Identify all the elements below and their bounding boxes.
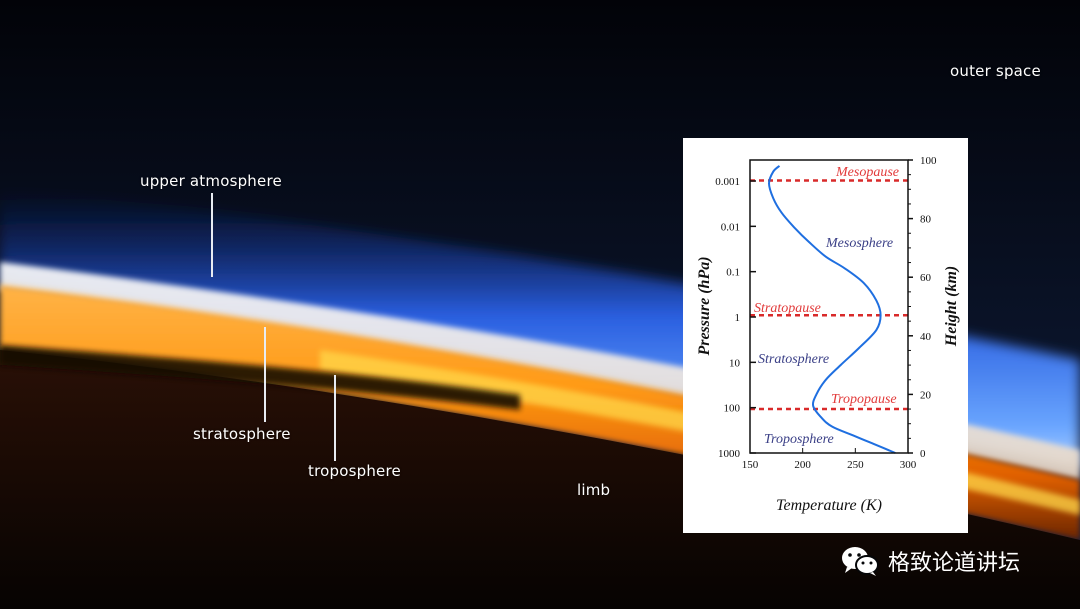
pressure-tick-label: 1000 xyxy=(718,448,741,460)
pause-label-stratopause: Stratopause xyxy=(754,301,821,316)
pressure-tick-label: 100 xyxy=(724,403,741,415)
troposphere-leader xyxy=(334,375,336,461)
pause-lines xyxy=(750,179,908,411)
layer-label-troposphere: Troposphere xyxy=(764,432,834,447)
upper-atmosphere-label: upper atmosphere xyxy=(140,172,282,190)
pause-label-mesopause: Mesopause xyxy=(835,165,899,180)
height-tick-label: 100 xyxy=(920,155,937,167)
pressure-tick-label: 0.01 xyxy=(721,221,740,233)
right-axis-title: Height (km) xyxy=(943,266,960,347)
temperature-profile-chart: 150 200 250 300 0.001 0.01 0.1 1 10 100 1000 0 20 4… xyxy=(683,138,968,533)
pressure-ticks: 0.001 0.01 0.1 1 10 100 1000 xyxy=(715,176,756,460)
watermark-text: 格致论道讲坛 xyxy=(888,551,1021,576)
x-ticks: 150 200 250 300 xyxy=(742,448,917,471)
pressure-tick-label: 0.1 xyxy=(726,267,740,279)
height-tick-label: 80 xyxy=(920,214,932,226)
outer-space-label: outer space xyxy=(950,62,1041,80)
wechat-icon xyxy=(842,547,879,576)
temperature-profile-line xyxy=(767,165,896,454)
troposphere-label: troposphere xyxy=(308,462,401,480)
pressure-tick-label: 1 xyxy=(735,312,741,324)
pressure-tick-label: 10 xyxy=(729,357,741,369)
x-tick-label: 300 xyxy=(900,459,917,471)
x-tick-label: 150 xyxy=(742,459,759,471)
upper-atmosphere-leader xyxy=(211,193,213,277)
layer-label-mesosphere: Mesosphere xyxy=(825,236,893,251)
pause-label-tropopause: Tropopause xyxy=(831,392,897,407)
x-tick-label: 250 xyxy=(847,459,864,471)
stratosphere-label: stratosphere xyxy=(193,425,291,443)
left-axis-title: Pressure (hPa) xyxy=(696,256,713,356)
limb-label: limb xyxy=(577,481,611,499)
height-tick-label: 60 xyxy=(920,272,932,284)
profile-group xyxy=(767,165,896,454)
height-tick-label: 0 xyxy=(920,448,926,460)
layer-label-stratosphere: Stratosphere xyxy=(758,352,829,367)
stratosphere-leader xyxy=(264,327,266,422)
height-tick-label: 20 xyxy=(920,389,932,401)
pressure-tick-label: 0.001 xyxy=(715,176,740,188)
x-tick-label: 200 xyxy=(794,459,811,471)
chart-svg: 150 200 250 300 0.001 0.01 0.1 1 10 100 1000 0 20 4… xyxy=(696,155,960,514)
height-tick-label: 40 xyxy=(920,331,932,343)
x-axis-title: Temperature (K) xyxy=(776,497,882,514)
wechat-watermark: 格致论道讲坛 xyxy=(840,543,1020,579)
height-ticks: 0 20 40 60 80 100 xyxy=(908,155,937,460)
